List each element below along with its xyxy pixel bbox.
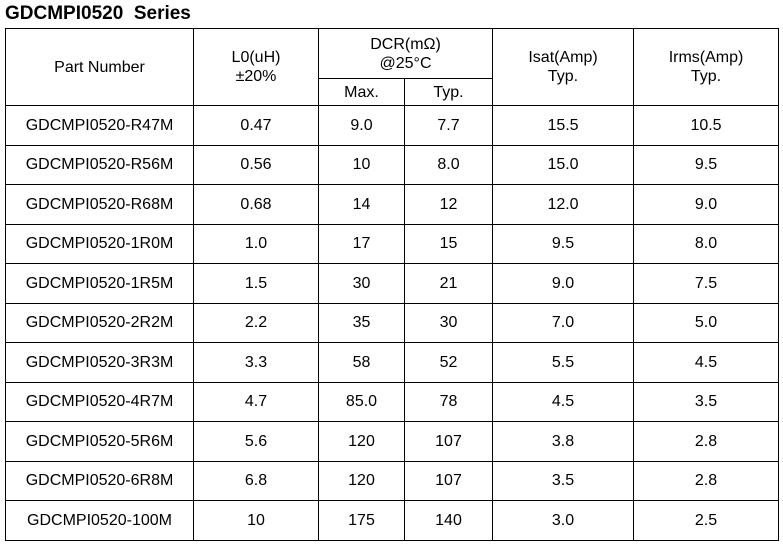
table-cell: GDCMPI0520-100M <box>5 500 194 541</box>
table-cell: GDCMPI0520-1R0M <box>5 223 194 264</box>
header-cell: Typ. <box>403 78 494 106</box>
table-cell: 3.5 <box>492 460 635 501</box>
table-cell: 2.8 <box>633 421 780 462</box>
table-cell: GDCMPI0520-R68M <box>5 184 194 225</box>
header-cell: Max. <box>318 78 405 106</box>
header-text: DCR(mΩ) <box>370 35 441 53</box>
table-cell: 85.0 <box>318 381 405 422</box>
table-cell: 120 <box>318 421 405 462</box>
table-cell: 0.47 <box>193 105 319 146</box>
table-cell: 52 <box>403 342 494 383</box>
table-cell: GDCMPI0520-R56M <box>5 144 194 185</box>
table-cell: 10.5 <box>633 105 780 146</box>
header-text: Typ. <box>433 83 464 101</box>
table-cell: GDCMPI0520-1R5M <box>5 263 194 304</box>
table-cell: 3.5 <box>633 381 780 422</box>
table-cell: 4.7 <box>193 381 319 422</box>
table-cell: 14 <box>318 184 405 225</box>
table-row: GDCMPI0520-1R5M 1.5 30 21 9.0 7.5 <box>5 263 780 304</box>
header-cell: L0(uH) ±20% <box>193 28 319 106</box>
header-text: L0(uH) <box>231 49 281 66</box>
table-cell: 30 <box>403 302 494 343</box>
table-cell: 0.56 <box>193 144 319 185</box>
table-cell: 1.0 <box>193 223 319 264</box>
header-cell: Irms(Amp) Typ. <box>633 28 780 106</box>
table-cell: 30 <box>318 263 405 304</box>
table-cell: 17 <box>318 223 405 264</box>
table-cell: 3.3 <box>193 342 319 383</box>
header-text: Isat(Amp) <box>528 49 598 66</box>
table-row: GDCMPI0520-6R8M 6.8 120 107 3.5 2.8 <box>5 460 780 501</box>
table-cell: GDCMPI0520-2R2M <box>5 302 194 343</box>
table-cell: 140 <box>403 500 494 541</box>
table-cell: 4.5 <box>633 342 780 383</box>
table-cell: 3.8 <box>492 421 635 462</box>
table-cell: 9.5 <box>633 144 780 185</box>
table-cell: GDCMPI0520-R47M <box>5 105 194 146</box>
table-cell: GDCMPI0520-3R3M <box>5 342 194 383</box>
table-cell: 5.0 <box>633 302 780 343</box>
header-text: Max. <box>344 83 379 101</box>
table-cell: 9.0 <box>633 184 780 225</box>
table-row: GDCMPI0520-R47M 0.47 9.0 7.7 15.5 10.5 <box>5 105 780 146</box>
header-cell: Part Number <box>5 28 194 106</box>
table-cell: 7.0 <box>492 302 635 343</box>
table-cell: 2.5 <box>633 500 780 541</box>
table-cell: 4.5 <box>492 381 635 422</box>
table-cell: GDCMPI0520-6R8M <box>5 460 194 501</box>
header-cell: Isat(Amp) Typ. <box>492 28 635 106</box>
header-text: Irms(Amp) <box>668 49 744 66</box>
table-body: GDCMPI0520-R47M 0.47 9.0 7.7 15.5 10.5 GDCMPI0… <box>5 105 780 541</box>
table-cell: 6.8 <box>193 460 319 501</box>
table-cell: 15.5 <box>492 105 635 146</box>
table-cell: 7.5 <box>633 263 780 304</box>
table-cell: 8.0 <box>403 144 494 185</box>
table-row: GDCMPI0520-4R7M 4.7 85.0 78 4.5 3.5 <box>5 381 780 422</box>
table-cell: 175 <box>318 500 405 541</box>
table-cell: 15 <box>403 223 494 264</box>
table-cell: 107 <box>403 421 494 462</box>
table-cell: 7.7 <box>403 105 494 146</box>
table-cell: 21 <box>403 263 494 304</box>
table-cell: 78 <box>403 381 494 422</box>
header-cell: DCR(mΩ) @25°C <box>317 28 494 79</box>
header-text: Part Number <box>54 58 145 76</box>
table-cell: 2.2 <box>193 302 319 343</box>
table-cell: 1.5 <box>193 263 319 304</box>
table-cell: 9.0 <box>318 105 405 146</box>
table-cell: 10 <box>193 500 319 541</box>
table-cell: 15.0 <box>492 144 635 185</box>
header-text: Typ. <box>690 68 722 85</box>
table-cell: 5.6 <box>193 421 319 462</box>
table-cell: GDCMPI0520-5R6M <box>5 421 194 462</box>
table-row: GDCMPI0520-100M 10 175 140 3.0 2.5 <box>5 500 780 541</box>
header-text: ±20% <box>235 68 277 85</box>
table-cell: 10 <box>318 144 405 185</box>
spec-table: Part Number L0(uH) ±20% DCR(mΩ) @25°C Isat… <box>5 28 780 541</box>
table-cell: GDCMPI0520-4R7M <box>5 381 194 422</box>
table-cell: 3.0 <box>492 500 635 541</box>
table-row: GDCMPI0520-1R0M 1.0 17 15 9.5 8.0 <box>5 223 780 264</box>
table-cell: 107 <box>403 460 494 501</box>
table-row: GDCMPI0520-R68M 0.68 14 12 12.0 9.0 <box>5 184 780 225</box>
table-cell: 5.5 <box>492 342 635 383</box>
table-row: GDCMPI0520-R56M 0.56 10 8.0 15.0 9.5 <box>5 144 780 185</box>
table-cell: 35 <box>318 302 405 343</box>
table-row: GDCMPI0520-3R3M 3.3 58 52 5.5 4.5 <box>5 342 780 383</box>
table-cell: 9.0 <box>492 263 635 304</box>
table-cell: 2.8 <box>633 460 780 501</box>
table-cell: 12 <box>403 184 494 225</box>
table-cell: 120 <box>318 460 405 501</box>
table-row: GDCMPI0520-2R2M 2.2 35 30 7.0 5.0 <box>5 302 780 343</box>
header-text: Typ. <box>547 68 579 85</box>
table-cell: 8.0 <box>633 223 780 264</box>
title: GDCMPI0520 Series <box>5 3 191 24</box>
table-cell: 58 <box>318 342 405 383</box>
table-row: GDCMPI0520-5R6M 5.6 120 107 3.8 2.8 <box>5 421 780 462</box>
header-text: @25°C <box>379 54 432 72</box>
table-cell: 0.68 <box>193 184 319 225</box>
table-cell: 9.5 <box>492 223 635 264</box>
table-cell: 12.0 <box>492 184 635 225</box>
